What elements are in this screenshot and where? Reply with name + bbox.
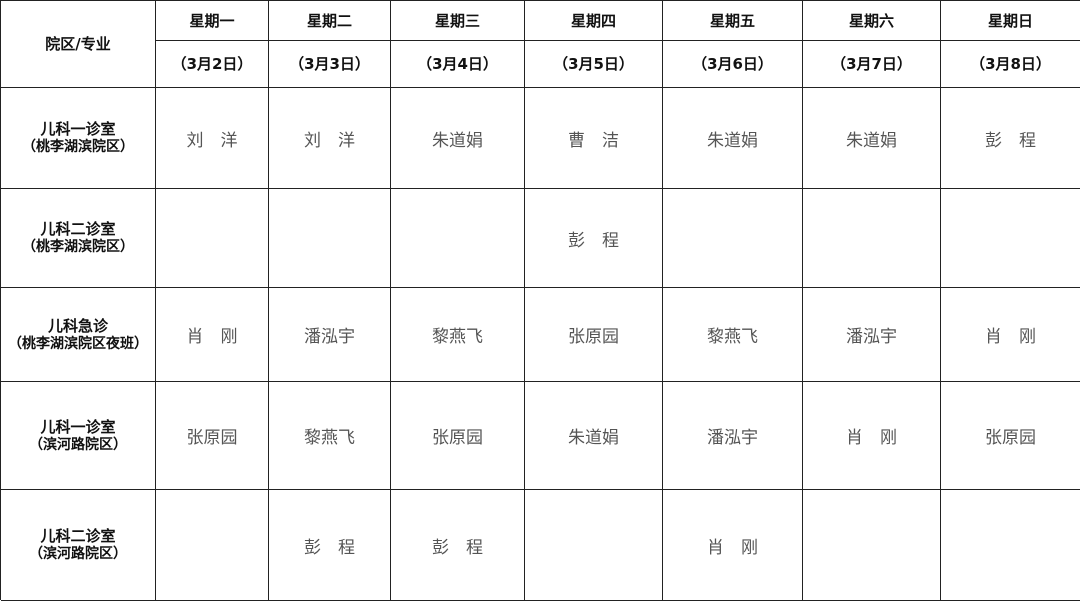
duty-cell: 彭 程 xyxy=(391,490,525,601)
duty-cell: 彭 程 xyxy=(269,490,391,601)
duty-cell: 张原园 xyxy=(525,288,663,382)
duty-cell: 彭 程 xyxy=(525,189,663,288)
duty-cell: 肖 刚 xyxy=(803,382,941,490)
row-header: 儿科急诊 （桃李湖滨院区夜班） xyxy=(1,288,156,382)
dept-name: 儿科急诊 xyxy=(47,316,108,335)
row-header: 儿科一诊室 （滨河路院区） xyxy=(1,382,156,490)
duty-cell: 刘 洋 xyxy=(156,88,269,189)
duty-cell xyxy=(269,189,391,288)
duty-cell: 刘 洋 xyxy=(269,88,391,189)
duty-cell xyxy=(391,189,525,288)
duty-cell: 彭 程 xyxy=(941,88,1080,189)
day-header: 星期五 xyxy=(663,1,803,41)
date-header: （3月2日） xyxy=(156,41,269,88)
dept-name: 儿科二诊室 xyxy=(40,220,116,238)
duty-cell: 朱道娟 xyxy=(663,88,803,189)
date-header: （3月4日） xyxy=(391,41,525,88)
duty-cell: 肖 刚 xyxy=(156,288,269,382)
day-header: 星期六 xyxy=(803,1,941,41)
corner-header: 院区/专业 xyxy=(1,1,156,88)
duty-cell: 朱道娟 xyxy=(803,88,941,189)
duty-cell: 张原园 xyxy=(391,382,525,490)
campus-name: （桃李湖滨院区） xyxy=(22,239,134,255)
dept-name: 儿科一诊室 xyxy=(40,120,116,138)
duty-cell xyxy=(525,490,663,601)
duty-cell: 朱道娟 xyxy=(391,88,525,189)
date-header: （3月6日） xyxy=(663,41,803,88)
duty-cell: 黎燕飞 xyxy=(663,288,803,382)
duty-cell: 肖 刚 xyxy=(663,490,803,601)
dept-name: 儿科一诊室 xyxy=(40,417,116,436)
campus-name: （桃李湖滨院区） xyxy=(22,139,134,155)
campus-name: （桃李湖滨院区夜班） xyxy=(8,335,148,352)
row-header: 儿科二诊室 （滨河路院区） xyxy=(1,490,156,601)
row-header: 儿科一诊室 （桃李湖滨院区） xyxy=(1,88,156,189)
date-header: （3月5日） xyxy=(525,41,663,88)
duty-cell xyxy=(156,490,269,601)
day-header: 星期一 xyxy=(156,1,269,41)
date-header: （3月8日） xyxy=(941,41,1080,88)
duty-cell: 黎燕飞 xyxy=(391,288,525,382)
day-header: 星期四 xyxy=(525,1,663,41)
duty-cell: 曹 洁 xyxy=(525,88,663,189)
duty-cell xyxy=(941,490,1080,601)
campus-name: （滨河路院区） xyxy=(29,546,127,562)
duty-cell xyxy=(156,189,269,288)
dept-name: 儿科二诊室 xyxy=(40,527,116,545)
duty-cell xyxy=(803,189,941,288)
duty-cell xyxy=(941,189,1080,288)
day-header: 星期二 xyxy=(269,1,391,41)
campus-name: （滨河路院区） xyxy=(29,436,127,453)
duty-cell xyxy=(663,189,803,288)
duty-cell: 张原园 xyxy=(941,382,1080,490)
duty-cell: 朱道娟 xyxy=(525,382,663,490)
duty-cell: 潘泓宇 xyxy=(269,288,391,382)
row-header: 儿科二诊室 （桃李湖滨院区） xyxy=(1,189,156,288)
date-header: （3月7日） xyxy=(803,41,941,88)
date-header: （3月3日） xyxy=(269,41,391,88)
duty-cell: 潘泓宇 xyxy=(663,382,803,490)
duty-cell: 黎燕飞 xyxy=(269,382,391,490)
duty-cell: 张原园 xyxy=(156,382,269,490)
duty-cell: 肖 刚 xyxy=(941,288,1080,382)
day-header: 星期三 xyxy=(391,1,525,41)
day-header: 星期日 xyxy=(941,1,1080,41)
duty-cell xyxy=(803,490,941,601)
duty-cell: 潘泓宇 xyxy=(803,288,941,382)
